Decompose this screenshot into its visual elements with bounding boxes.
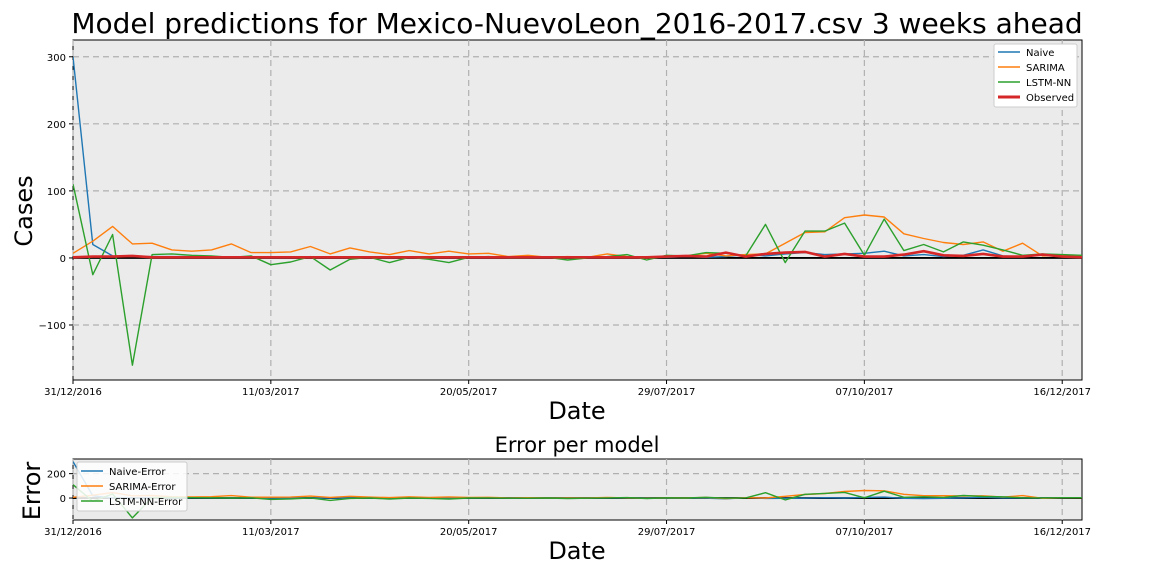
error-chart: Error per model 0 200 31/12/2016 11/03/201… <box>18 433 1091 565</box>
main-y-ticks: −100 0 100 200 300 <box>39 53 73 332</box>
x-tick-label: 11/03/2017 <box>242 527 300 538</box>
error-chart-title: Error per model <box>495 433 660 457</box>
error-y-ticks: 0 200 <box>47 470 73 505</box>
main-chart: Model predictions for Mexico-NuevoLeon_2… <box>10 7 1091 425</box>
main-y-axis-label: Cases <box>10 175 38 246</box>
legend-label-naive-error: Naive-Error <box>109 467 166 478</box>
error-legend: Naive-Error SARIMA-Error LSTM-NN-Error <box>77 462 187 511</box>
y-tick-label: 0 <box>60 494 66 505</box>
y-tick-label: 100 <box>47 187 66 198</box>
error-x-axis-label: Date <box>548 537 605 565</box>
main-x-axis-label: Date <box>548 397 605 425</box>
error-x-ticks: 31/12/2016 11/03/2017 20/05/2017 29/07/2017… <box>44 520 1091 538</box>
y-tick-label: 0 <box>60 254 66 265</box>
x-tick-label: 29/07/2017 <box>638 527 696 538</box>
x-tick-label: 16/12/2017 <box>1033 387 1091 398</box>
error-y-axis-label: Error <box>18 462 46 521</box>
legend-label-sarima: SARIMA <box>1026 63 1065 74</box>
legend-label-naive: Naive <box>1026 48 1054 59</box>
x-tick-label: 31/12/2016 <box>44 527 102 538</box>
legend-label-lstm-error: LSTM-NN-Error <box>109 497 183 508</box>
x-tick-label: 20/05/2017 <box>440 527 498 538</box>
x-tick-label: 11/03/2017 <box>242 387 300 398</box>
main-chart-title: Model predictions for Mexico-NuevoLeon_2… <box>71 7 1082 40</box>
x-tick-label: 16/12/2017 <box>1033 527 1091 538</box>
error-plot-area <box>73 459 1082 520</box>
legend-label-sarima-error: SARIMA-Error <box>109 482 176 493</box>
x-tick-label: 07/10/2017 <box>836 527 894 538</box>
main-x-ticks: 31/12/2016 11/03/2017 20/05/2017 29/07/2017… <box>44 380 1091 398</box>
legend-label-observed: Observed <box>1026 93 1074 104</box>
x-tick-label: 31/12/2016 <box>44 387 102 398</box>
main-legend: Naive SARIMA LSTM-NN Observed <box>994 44 1077 107</box>
legend-label-lstm: LSTM-NN <box>1026 78 1071 89</box>
y-tick-label: −100 <box>39 321 66 332</box>
y-tick-label: 200 <box>47 120 66 131</box>
x-tick-label: 20/05/2017 <box>440 387 498 398</box>
x-tick-label: 07/10/2017 <box>836 387 894 398</box>
main-plot-area <box>73 40 1082 380</box>
x-tick-label: 29/07/2017 <box>638 387 696 398</box>
y-tick-label: 200 <box>47 470 66 481</box>
y-tick-label: 300 <box>47 53 66 64</box>
